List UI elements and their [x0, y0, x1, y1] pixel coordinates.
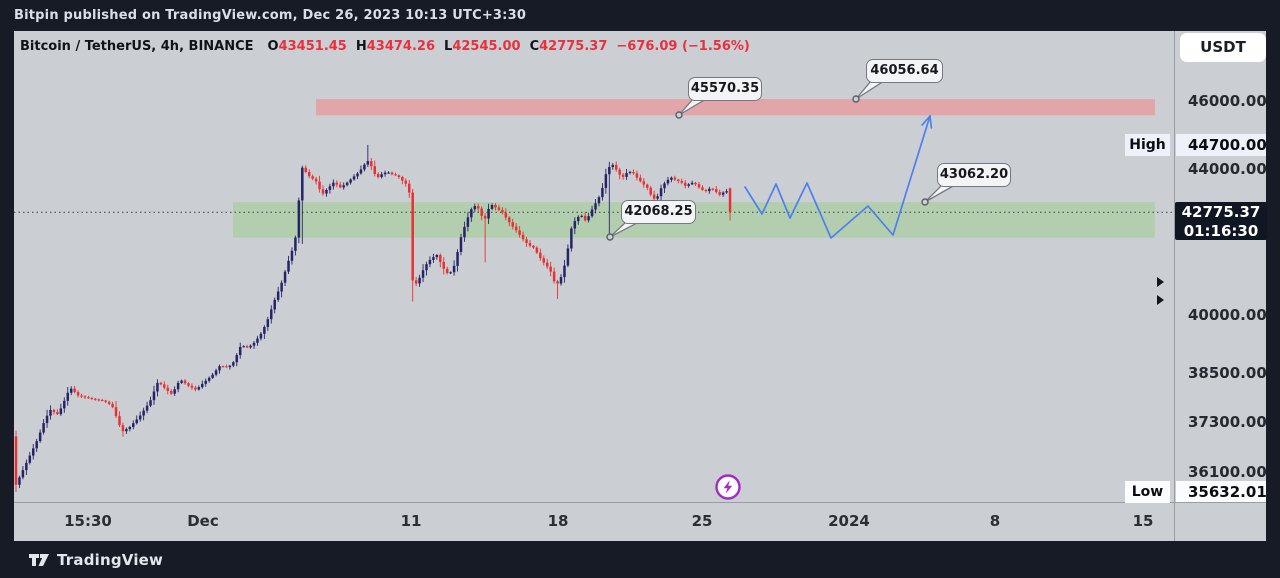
symbol-title: Bitcoin / TetherUS, 4h, BINANCE — [20, 39, 254, 54]
low-marker: Low — [1125, 480, 1170, 503]
callout-tail — [921, 184, 958, 206]
currency-toggle-button[interactable]: USDT — [1180, 33, 1266, 62]
bottom-frame-bar: TradingView — [0, 541, 1280, 578]
time-tick-label: 18 — [547, 512, 569, 530]
tradingview-logo-text: TradingView — [57, 550, 164, 569]
supply-zone-drawing[interactable] — [316, 99, 1155, 116]
scale-arrow-icon — [1157, 277, 1164, 287]
bar-countdown: 01:16:30 — [1183, 222, 1259, 241]
time-axis[interactable]: 15:30 Dec 11 18 25 2024 8 15 — [14, 502, 1266, 541]
ohlc-high: H43474.26 — [355, 39, 436, 54]
price-tick-label: 44000.00 — [1188, 160, 1267, 179]
price-change: −676.09 (−1.56%) — [616, 39, 750, 54]
scale-arrow-icon — [1157, 295, 1164, 305]
current-price-badge: 42775.37 01:16:30 — [1175, 202, 1267, 241]
callout-anchor-dot — [852, 95, 860, 103]
high-marker: High — [1125, 133, 1170, 156]
ohlc-low: L42545.00 — [444, 39, 521, 54]
price-callout-label[interactable]: 42068.25 — [621, 200, 696, 224]
ohlc-open: O43451.45 — [267, 39, 347, 54]
time-tick-label: 11 — [400, 512, 422, 530]
tradingview-logo: TradingView — [28, 549, 163, 570]
publish-watermark-bar: Bitpin published on TradingView.com, Dec… — [0, 0, 1280, 31]
callout-anchor-dot — [921, 198, 929, 206]
callout-anchor-dot — [675, 111, 683, 119]
projection-drawing[interactable] — [744, 115, 933, 239]
low-price-row: 35632.01 — [1176, 480, 1267, 503]
time-tick-label: Dec — [187, 512, 219, 530]
tradingview-logo-icon — [29, 553, 49, 566]
ohlc-close: C42775.37 — [529, 39, 608, 54]
price-tick-label: 37300.00 — [1188, 412, 1267, 431]
lightning-icon — [715, 474, 741, 500]
publish-watermark-text: Bitpin published on TradingView.com, Dec… — [14, 8, 527, 23]
symbol-ohlc-header: Bitcoin / TetherUS, 4h, BINANCE O43451.45… — [20, 39, 750, 55]
current-price: 42775.37 — [1181, 203, 1261, 222]
time-tick-label: 15:30 — [64, 512, 112, 530]
time-tick-label: 2024 — [828, 512, 870, 530]
callout-anchor-dot — [606, 233, 614, 241]
time-tick-label: 8 — [989, 512, 1001, 530]
price-callout-label[interactable]: 46056.64 — [866, 59, 943, 83]
callout-tail — [852, 80, 887, 103]
chart-plot[interactable]: Bitcoin / TetherUS, 4h, BINANCE O43451.45… — [14, 31, 1174, 502]
candles — [14, 144, 732, 492]
lightning-marker[interactable] — [713, 472, 743, 502]
price-tick-label: 36100.00 — [1188, 463, 1267, 481]
time-tick-label: 25 — [691, 512, 713, 530]
high-price-row: 44700.00 — [1176, 133, 1267, 156]
price-callout-label[interactable]: 43062.20 — [937, 163, 1011, 187]
axis-corner-divider — [1174, 503, 1175, 541]
time-tick-label: 15 — [1132, 512, 1154, 530]
chart-canvas[interactable] — [14, 31, 1174, 502]
callout-tail — [606, 221, 640, 241]
chart-panel: Bitcoin / TetherUS, 4h, BINANCE O43451.45… — [14, 31, 1267, 541]
price-tick-label: 46000.00 — [1188, 92, 1267, 110]
price-callout-label[interactable]: 45570.35 — [688, 77, 762, 101]
price-axis[interactable]: 46000.00 44000.00 40000.00 38500.00 37300.00… — [1174, 31, 1267, 503]
price-tick-label: 38500.00 — [1188, 364, 1267, 383]
price-tick-label: 40000.00 — [1188, 305, 1267, 324]
